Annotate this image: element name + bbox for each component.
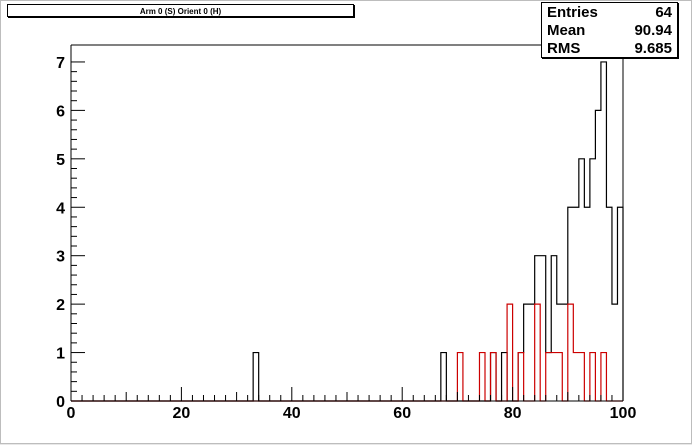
y-tick-label: 5: [56, 152, 65, 169]
y-tick-label: 0: [56, 394, 65, 411]
stat-label-mean: Mean: [547, 22, 586, 39]
y-tick-label: 2: [56, 297, 65, 314]
y-tick-label: 6: [56, 103, 65, 120]
y-tick-label: 3: [56, 249, 65, 266]
stat-value-rms: 9.685: [634, 40, 672, 57]
x-tick-label: 40: [283, 405, 301, 422]
x-tick-label: 80: [504, 405, 522, 422]
stat-row-mean: Mean 90.94: [547, 22, 672, 40]
stat-label-entries: Entries: [547, 4, 598, 21]
stat-row-rms: RMS 9.685: [547, 40, 672, 58]
stat-value-entries: 64: [655, 4, 672, 21]
stats-box: Entries 64 Mean 90.94 RMS 9.685: [541, 2, 678, 58]
x-tick-label: 100: [610, 405, 637, 422]
x-tick-label: 0: [67, 405, 76, 422]
stat-label-rms: RMS: [547, 40, 581, 57]
histogram-series-1: [71, 303, 623, 402]
y-tick-label: 1: [56, 346, 65, 363]
y-tick-label: 4: [56, 200, 65, 217]
stat-value-mean: 90.94: [634, 22, 672, 39]
x-tick-label: 20: [173, 405, 191, 422]
x-tick-label: 60: [393, 405, 411, 422]
chart-title: Arm 0 (S) Orient 0 (H): [7, 4, 354, 17]
stat-row-entries: Entries 64: [547, 4, 672, 22]
y-tick-label: 7: [56, 55, 65, 72]
